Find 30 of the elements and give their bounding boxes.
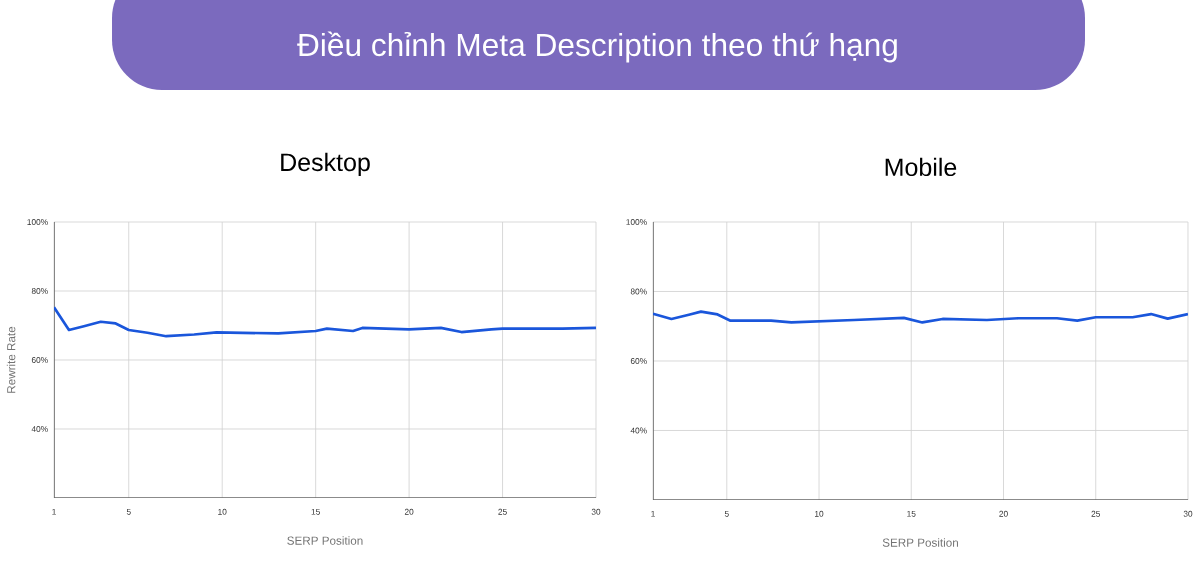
y-tick-label: 60% [630,358,647,364]
y-tick-label: 40% [630,427,647,434]
text: Điều chỉnh Meta Description theo thứ hạng [297,31,897,63]
x-tick-label: 10 [815,510,824,517]
x-tick-label: 25 [498,508,507,515]
x-tick-label: 20 [404,508,414,515]
x-tick-label: 25 [1091,510,1101,517]
y-tick-label: 80% [31,288,48,294]
x-tick-label: 5 [126,508,131,515]
y-tick-label: 100% [27,219,48,225]
chart-title: Desktop [281,152,370,177]
y-tick-label: 80% [630,288,647,295]
x-tick-label: 1 [52,508,56,515]
x-axis-title: SERP Position [882,538,958,547]
x-tick-label: 30 [1183,510,1193,517]
y-tick-label: 40% [31,426,48,432]
chart-title: Mobile [885,157,957,177]
x-tick-label: 1 [651,510,655,517]
x-tick-label: 15 [907,510,916,517]
y-tick-label: 60% [31,357,48,363]
line-series [54,305,596,338]
x-tick-label: 5 [724,510,729,517]
y-axis-title: Rewrite Rate [6,326,16,393]
x-tick-label: 15 [311,508,320,515]
x-tick-label: 10 [218,508,227,515]
line-series [653,310,1188,324]
x-tick-label: 30 [591,508,601,515]
x-tick-label: 20 [999,510,1008,517]
x-axis-title: SERP Position [287,536,363,545]
y-tick-label: 100% [626,219,647,225]
